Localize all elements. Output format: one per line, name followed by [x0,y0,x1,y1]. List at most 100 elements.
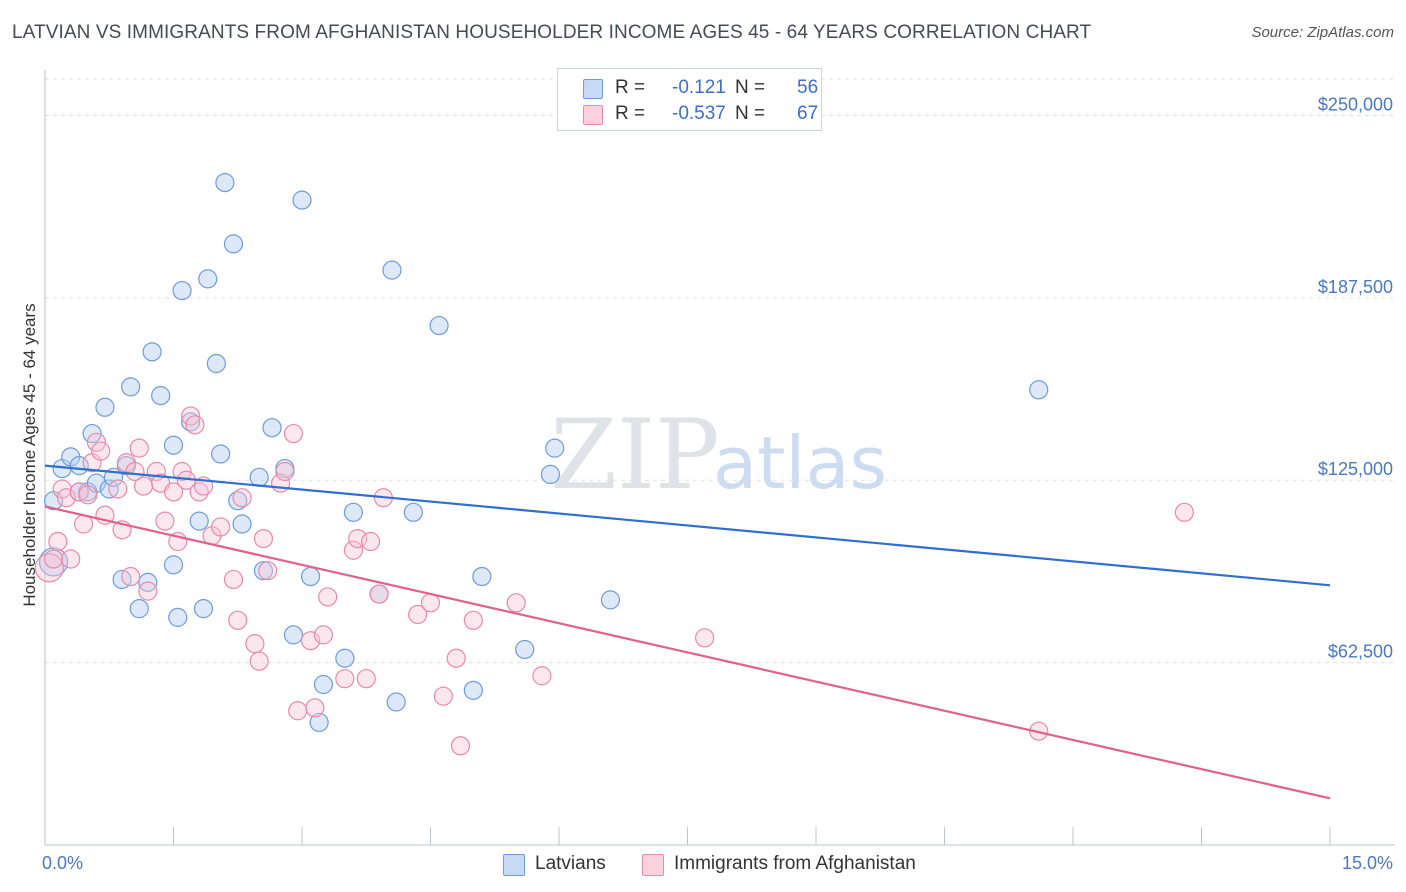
y-tick-label: $250,000 [1318,94,1393,114]
data-point [258,561,278,581]
data-point [155,511,175,531]
tick-labels: $62,500 $125,000 $187,500 $250,000 0.0% 15.0% [42,94,1393,873]
data-point [335,648,355,668]
data-point [125,461,145,482]
data-point [172,461,192,482]
legend-r-value-latvians: -0.121 [672,77,726,98]
data-point [275,461,295,482]
data-point [163,482,184,502]
data-point [283,625,304,645]
data-point [545,438,565,458]
data-point [172,280,192,301]
data-point [300,566,321,587]
data-point [600,590,621,610]
data-point [695,628,715,648]
x-tick-label: 15.0% [1342,853,1393,873]
legend-n-label: N = [735,103,766,124]
data-point [211,444,231,464]
legend-r-value-afghanistan: -0.537 [672,103,726,124]
y-tick-label: $125,000 [1318,459,1393,479]
data-point [168,607,188,627]
data-point [515,639,535,660]
data-point [181,406,201,426]
data-point [193,599,214,619]
data-point [446,648,466,668]
data-point [138,581,158,601]
data-point [163,435,184,455]
data-point [142,342,162,362]
trend-line [44,505,1331,800]
data-point [108,479,128,499]
data-point [198,269,218,289]
data-point [382,260,402,280]
bottom-legend-swatch-latvians [503,854,525,876]
trend-lines [44,464,1331,800]
data-point [223,234,244,254]
legend-n-value-afghanistan: 67 [797,103,819,124]
data-point [43,549,64,569]
bottom-legend-label-afghanistan: Immigrants from Afghanistan [674,853,916,874]
data-point [463,680,483,700]
bottom-legend-swatch-afghanistan [642,854,664,876]
data-point [450,736,471,756]
data-point [61,549,81,569]
legend-swatch-latvians [583,79,603,99]
data-point [313,625,334,645]
data-point [283,423,304,444]
data-point [133,476,154,496]
bottom-legend-label-latvians: Latvians [535,853,606,874]
legend-n-value-latvians: 56 [797,77,819,98]
data-point [121,377,141,397]
data-point [292,190,312,210]
data-point [288,701,308,721]
legend-r-label: R = [615,103,646,124]
data-point [253,528,274,549]
legend-swatch-afghanistan [583,105,603,125]
data-point [215,172,235,193]
data-point [129,599,149,619]
data-point [343,540,363,560]
data-point [249,651,269,671]
data-point [163,555,184,575]
data-point [472,566,492,587]
data-point [305,698,325,718]
legend-n-label: N = [735,77,766,98]
data-point [95,397,115,417]
data-point [335,669,355,689]
data-point [343,502,363,522]
data-point [228,610,248,630]
data-point [38,547,69,577]
data-point [211,517,231,537]
data-point [540,464,561,485]
data-point [313,674,334,695]
x-tick-label: 0.0% [42,853,83,873]
chart-title: LATVIAN VS IMMIGRANTS FROM AFGHANISTAN H… [12,22,1092,43]
data-point [532,666,552,686]
axes [44,70,1395,846]
y-tick-label: $62,500 [1328,642,1393,662]
watermark-atlas: atlas [713,421,887,505]
data-points [34,172,1194,756]
data-point [185,415,205,435]
data-point [245,634,265,654]
data-point [121,566,141,587]
data-point [232,514,252,534]
watermark: ZIP atlas [550,399,887,511]
source-credit: Source: ZipAtlas.com [1251,24,1394,41]
data-point [309,712,329,733]
data-point [223,569,244,590]
data-point [262,418,282,438]
data-point [463,610,483,630]
data-point [318,587,338,607]
data-point [232,488,252,508]
trend-line [44,464,1331,587]
data-point [429,315,449,336]
legend-r-label: R = [615,77,646,98]
grid-lines [45,78,1395,664]
y-axis-label: Householder Income Ages 45 - 64 years [20,303,39,606]
data-point [506,593,526,613]
data-point [34,553,64,583]
data-point [403,502,423,522]
data-point [433,686,453,706]
